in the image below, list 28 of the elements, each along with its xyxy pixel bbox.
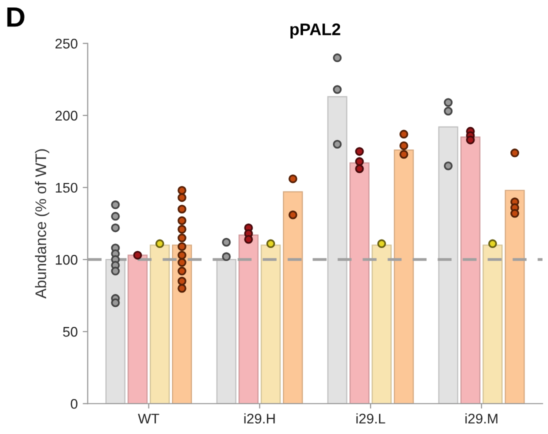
bar <box>349 162 370 404</box>
x-tick-label: WT <box>138 414 160 424</box>
bar <box>394 149 414 404</box>
y-tick-label: 0 <box>70 398 78 409</box>
x-tick-label: i29.L <box>356 413 386 424</box>
bar <box>327 96 348 404</box>
y-tick-label: 150 <box>56 182 78 193</box>
bar <box>105 258 126 404</box>
y-tick-label: 200 <box>55 110 78 121</box>
x-tick-label: i29.M <box>465 413 498 424</box>
chart-title: pPAL2 <box>290 23 340 39</box>
bar <box>372 244 392 404</box>
bar <box>482 244 503 404</box>
bar <box>260 244 281 404</box>
bar <box>238 234 259 404</box>
text: D <box>7 8 24 27</box>
bar <box>216 258 236 404</box>
x-tick-label: i29.H <box>244 413 275 424</box>
bar <box>460 136 480 404</box>
y-tick-label: 100 <box>56 254 78 265</box>
bar <box>150 244 170 404</box>
bar <box>128 254 148 404</box>
y-tick-label: 50 <box>63 326 78 337</box>
bar <box>438 126 458 404</box>
bar <box>504 190 525 404</box>
bar <box>282 191 303 404</box>
y-axis-title: Abundance (% of WT) <box>34 149 50 299</box>
y-tick-label: 250 <box>55 38 78 49</box>
